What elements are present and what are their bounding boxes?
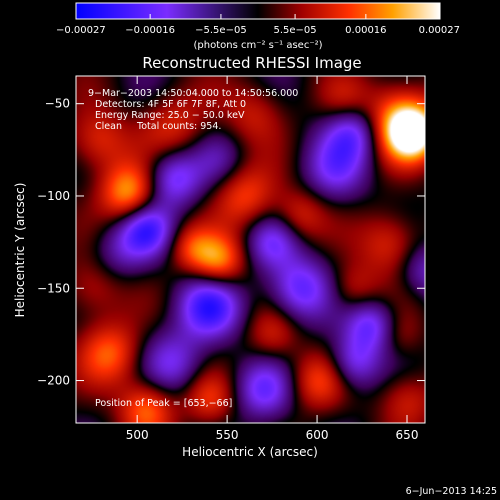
footer-date: 6−Jun−2013 14:25: [406, 486, 497, 497]
annotation-time: 9−Mar−2003 14:50:04.000 to 14:50:56.000: [88, 88, 298, 99]
colorbar-label: (photons cm⁻² s⁻¹ asec⁻²): [193, 40, 322, 51]
colorbar-tick-label: 5.5e−05: [273, 25, 316, 36]
colorbar-tick-label: 0.00027: [419, 25, 460, 36]
colorbar-tick-label: 0.00016: [345, 25, 386, 36]
annotation-energy: Energy Range: 25.0 − 50.0 keV: [95, 110, 245, 121]
x-tick-label: 650: [396, 428, 419, 442]
chart-title: Reconstructed RHESSI Image: [142, 54, 361, 72]
annotation-clean: Clean Total counts: 954.: [95, 121, 221, 132]
y-tick-label: −100: [37, 189, 70, 203]
x-axis-label: Heliocentric X (arcsec): [182, 445, 318, 459]
y-tick-label: −200: [37, 374, 70, 388]
y-tick-label: −50: [45, 97, 70, 111]
plot-frame: [75, 75, 426, 424]
x-axis: 500 550 600 650: [126, 76, 419, 442]
info-annotations: 9−Mar−2003 14:50:04.000 to 14:50:56.000 …: [88, 88, 298, 132]
colorbar: [75, 2, 441, 20]
x-tick-label: 600: [306, 428, 329, 442]
x-tick-label: 500: [126, 428, 149, 442]
colorbar-tick-label: −5.5e−05: [195, 25, 247, 36]
heatmap-image: [76, 76, 425, 423]
y-axis: −50 −100 −150 −200: [37, 97, 425, 388]
colorbar-tick-label: −0.00027: [56, 25, 106, 36]
colorbar-tick-label: −0.00016: [125, 25, 175, 36]
peak-label: Position of Peak = [653,−66]: [95, 398, 232, 409]
annotation-detectors: Detectors: 4F 5F 6F 7F 8F, Att 0: [95, 99, 246, 110]
colorbar-ticks: −0.00027 −0.00016 −5.5e−05 5.5e−05 0.00016 0.…: [56, 14, 460, 36]
y-axis-label: Heliocentric Y (arcsec): [13, 183, 27, 318]
y-tick-label: −150: [37, 281, 70, 295]
x-tick-label: 550: [216, 428, 239, 442]
